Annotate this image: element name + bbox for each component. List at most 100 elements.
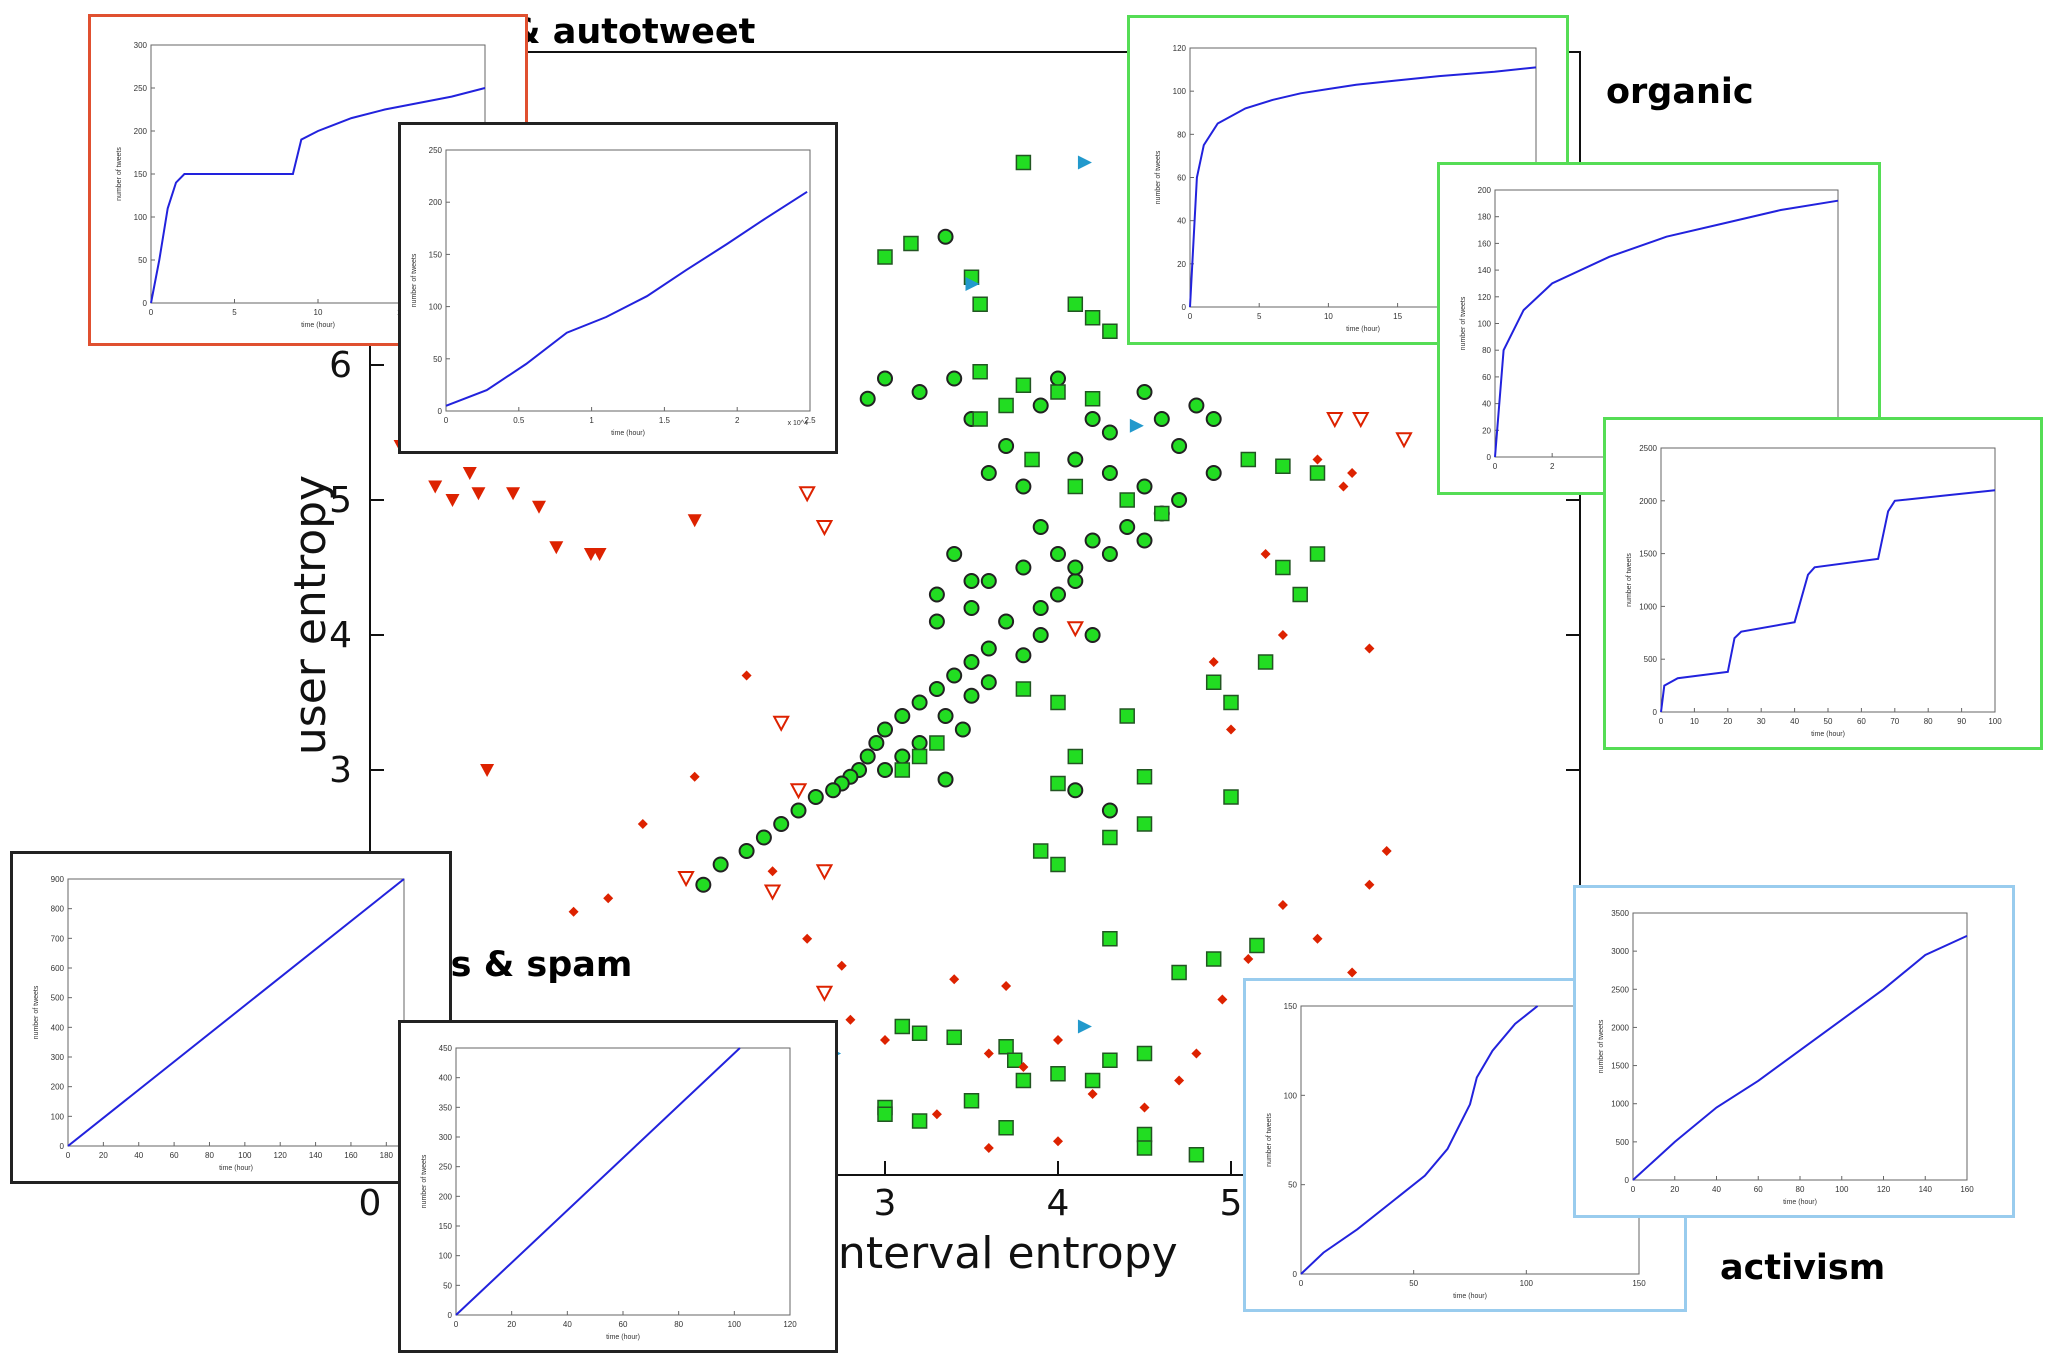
inset-y-label: number of tweets [1626, 553, 1633, 607]
scatter-point-square [1102, 931, 1118, 947]
inset-y-tick-label: 350 [439, 1103, 453, 1112]
scatter-point-triangle-down-open [815, 985, 834, 1002]
scatter-point-square [1292, 586, 1308, 603]
inset-x-tick-label: 50 [1824, 717, 1833, 726]
inset-y-tick-label: 100 [429, 303, 443, 312]
scatter-point-diamond [1312, 454, 1323, 465]
scatter-point-circle [859, 390, 876, 407]
scatter-point-circle [1084, 532, 1101, 549]
scatter-point-circle [980, 674, 997, 691]
inset-series-line [1660, 489, 1996, 713]
scatter-point-square [1309, 465, 1326, 481]
label-organic: organic [1606, 72, 1754, 112]
scatter-point-triangle-down-open [1326, 412, 1344, 429]
inset-y-tick-label: 250 [134, 84, 148, 93]
inset-y-tick-label: 0 [1487, 453, 1492, 462]
inset-x-tick-label: 10 [1690, 717, 1699, 726]
scatter-point-square [1067, 478, 1084, 495]
inset-x-tick-label: 5 [1257, 312, 1262, 321]
scatter-point-diamond [949, 974, 960, 985]
scatter-point-diamond [741, 670, 752, 681]
inset-x-label: time (hour) [611, 430, 645, 437]
scatter-point-circle [1050, 586, 1066, 603]
scatter-point-square [1119, 492, 1135, 508]
inset-x-label: time (hour) [219, 1165, 253, 1172]
scatter-point-triangle-down [471, 487, 486, 501]
scatter-point-square [1084, 310, 1101, 326]
inset-x-tick-label: 140 [1919, 1185, 1933, 1194]
inset-x-tick-label: 1 [589, 416, 594, 425]
inset-x-label: time (hour) [1783, 1199, 1817, 1206]
inset-x-tick-label: 80 [205, 1151, 214, 1160]
scatter-point-diamond [1277, 900, 1288, 910]
scatter-point-square [1223, 789, 1239, 805]
inset-y-tick-label: 100 [134, 213, 148, 222]
scatter-point-square [911, 1025, 928, 1041]
x-tick-label: 3 [874, 1183, 897, 1224]
inset-y-tick-label: 250 [439, 1163, 453, 1172]
scatter-point-diamond [1139, 1102, 1150, 1113]
inset-y-tick-label: 150 [429, 250, 443, 259]
scatter-point-circle [894, 708, 911, 724]
scatter-point-circle [1015, 647, 1032, 664]
inset-x-tick-label: 0 [1188, 312, 1193, 321]
scatter-point-square [1050, 1066, 1066, 1082]
inset-x-tick-label: 180 [380, 1151, 394, 1160]
scatter-point-square [972, 411, 988, 427]
scatter-point-triangle-down [549, 541, 564, 555]
scatter-point-triangle-right [1077, 1019, 1092, 1034]
scatter-point-circle [1101, 802, 1118, 819]
inset-x-tick-label: 120 [783, 1320, 797, 1329]
inset-series-line [150, 87, 486, 304]
scatter-point-circle [928, 613, 945, 630]
scatter-point-triangle-down [687, 514, 702, 528]
inset-x-label: time (hour) [1346, 326, 1380, 333]
inset-x-tick-label: 0 [1493, 462, 1498, 471]
scatter-point-diamond [836, 960, 847, 971]
inset-x-tick-label: 90 [1957, 717, 1966, 726]
scatter-point-circle [695, 876, 712, 893]
scatter-point-diamond [845, 1014, 856, 1025]
scatter-point-circle [1067, 573, 1084, 589]
scatter-point-circle [1205, 465, 1222, 481]
inset-y-tick-label: 50 [138, 256, 147, 265]
inset-y-label: number of tweets [1155, 150, 1162, 204]
inset-y-tick-label: 0 [448, 1311, 453, 1320]
scatter-point-circle [1067, 451, 1084, 468]
inset-x-multiplier: x 10^4 [788, 420, 809, 427]
inset-y-tick-label: 150 [1284, 1002, 1298, 1011]
inset-plot-svg: 0 20 40 60 80 100 120 0 50 100 150 200 250 300 350 400 4… [421, 1044, 797, 1341]
scatter-point-circle [790, 802, 807, 819]
scatter-point-square [877, 249, 893, 265]
inset-y-tick-label: 0 [143, 299, 148, 308]
scatter-point-circle [1050, 370, 1066, 387]
scatter-point-diamond [1217, 994, 1228, 1005]
scatter-point-square [1015, 377, 1032, 393]
inset-x-tick-label: 0 [1659, 717, 1664, 726]
inset-x-tick-label: 15 [1393, 312, 1402, 321]
inset-y-label: number of tweets [411, 253, 418, 307]
scatter-point-triangle-down [462, 467, 477, 480]
scatter-point-triangle-down-open [1066, 621, 1084, 638]
scatter-point-circle [963, 600, 980, 616]
inset-x-label: time (hour) [1453, 1293, 1487, 1300]
scatter-point-square [894, 1018, 911, 1035]
inset-y-tick-label: 150 [134, 170, 148, 179]
scatter-point-square [1240, 451, 1257, 468]
scatter-point-diamond [1347, 967, 1358, 978]
inset-y-tick-label: 180 [1478, 213, 1492, 222]
inset-x-tick-label: 50 [1409, 1279, 1418, 1288]
scatter-point-diamond [1338, 481, 1349, 492]
inset-x-tick-label: 70 [1890, 717, 1899, 726]
inset-x-tick-label: 10 [314, 308, 323, 317]
inset-x-tick-label: 0.5 [513, 416, 525, 425]
inset-x-tick-label: 40 [1790, 717, 1799, 726]
scatter-point-square [1015, 154, 1032, 171]
scatter-point-circle [937, 708, 954, 724]
inset-x-tick-label: 120 [274, 1151, 288, 1160]
scatter-point-circle [1050, 546, 1066, 562]
scatter-point-diamond [1381, 846, 1392, 856]
scatter-point-circle [1015, 478, 1032, 495]
inset-y-tick-label: 50 [1288, 1181, 1297, 1190]
scatter-point-circle [1136, 384, 1153, 400]
